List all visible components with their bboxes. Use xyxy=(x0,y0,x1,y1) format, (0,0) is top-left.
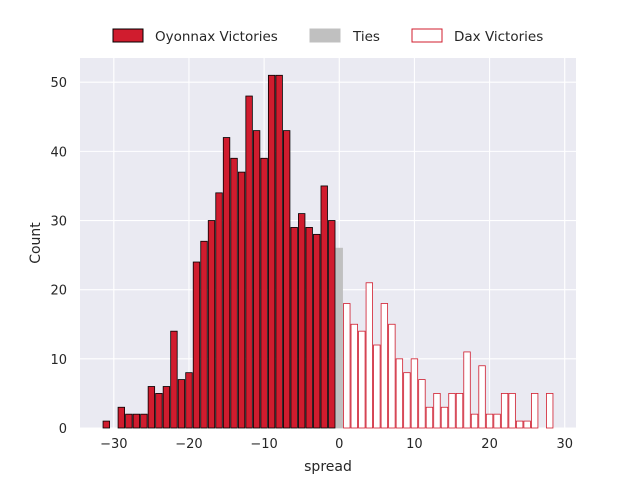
y-tick-label: 10 xyxy=(50,353,67,368)
bar-dax xyxy=(350,323,358,429)
bar-dax xyxy=(448,393,456,429)
bar-oyonnax xyxy=(267,74,276,429)
bar-dax xyxy=(455,393,464,429)
plot-background xyxy=(80,58,576,428)
x-axis-label: spread xyxy=(304,459,352,475)
bar-oyonnax xyxy=(298,213,306,429)
x-tick-label: −10 xyxy=(250,437,277,452)
y-tick-label: 0 xyxy=(59,422,67,437)
bar-dax xyxy=(470,413,479,429)
bar-dax xyxy=(485,413,494,429)
bar-oyonnax xyxy=(237,171,246,429)
bar-dax xyxy=(523,420,531,429)
bar-oyonnax xyxy=(305,227,313,429)
legend-label-oyonnax: Oyonnax Victories xyxy=(155,29,278,45)
y-tick-label: 20 xyxy=(50,284,67,299)
bar-oyonnax xyxy=(207,220,216,429)
y-axis-label: Count xyxy=(28,222,44,264)
legend-swatch-oyonnax xyxy=(112,28,144,43)
x-tick-label: 10 xyxy=(406,437,423,452)
bar-oyonnax xyxy=(275,74,283,429)
bar-oyonnax xyxy=(245,95,253,429)
bar-oyonnax xyxy=(102,420,110,429)
bar-dax xyxy=(433,393,441,429)
bar-oyonnax xyxy=(200,240,208,429)
bar-oyonnax xyxy=(192,261,201,429)
bar-dax xyxy=(500,393,509,429)
bar-oyonnax xyxy=(117,406,125,429)
bar-dax xyxy=(531,393,539,429)
bar-dax xyxy=(388,323,396,429)
y-tick-label: 30 xyxy=(50,215,67,230)
bar-dax xyxy=(478,365,486,429)
bar-dax xyxy=(463,351,471,429)
bar-oyonnax xyxy=(328,220,336,429)
bar-oyonnax xyxy=(147,386,156,429)
bar-oyonnax xyxy=(215,192,223,429)
bars-group xyxy=(102,74,554,429)
x-tick-label: 30 xyxy=(556,437,573,452)
grid-lines xyxy=(80,58,576,429)
bar-dax xyxy=(380,303,389,429)
bar-dax xyxy=(425,406,434,429)
bar-dax xyxy=(410,358,419,429)
bar-dax xyxy=(508,393,516,429)
bar-dax xyxy=(418,379,426,429)
bar-oyonnax xyxy=(132,413,141,429)
bar-dax xyxy=(493,413,501,429)
bar-dax xyxy=(515,420,524,429)
bar-dax xyxy=(403,372,411,429)
bar-dax xyxy=(546,393,554,429)
x-tick-label: −30 xyxy=(100,437,127,452)
y-tick-labels: 0 10 20 30 40 50 xyxy=(50,76,67,437)
bar-oyonnax xyxy=(170,330,178,429)
bar-dax xyxy=(395,358,404,429)
legend-label-dax: Dax Victories xyxy=(454,29,543,45)
x-tick-label: −20 xyxy=(175,437,202,452)
bar-tie xyxy=(335,247,343,429)
bar-oyonnax xyxy=(320,185,328,429)
bar-oyonnax xyxy=(260,157,268,429)
bar-oyonnax xyxy=(252,130,261,429)
legend-swatch-ties xyxy=(309,28,341,43)
x-tick-labels: −30 −20 −10 0 10 20 30 xyxy=(100,437,573,452)
bar-oyonnax xyxy=(125,413,133,429)
bar-oyonnax xyxy=(185,372,193,429)
y-tick-label: 40 xyxy=(50,145,67,160)
bar-oyonnax xyxy=(140,413,148,429)
bar-oyonnax xyxy=(162,386,171,429)
bar-oyonnax xyxy=(155,393,163,429)
x-tick-label: 20 xyxy=(481,437,498,452)
legend-swatch-dax xyxy=(411,28,443,43)
legend-label-ties: Ties xyxy=(352,29,380,45)
bar-oyonnax xyxy=(222,137,231,429)
bar-dax xyxy=(373,344,381,429)
bar-dax xyxy=(440,406,449,429)
bar-oyonnax xyxy=(177,379,186,429)
bar-oyonnax xyxy=(283,130,291,429)
bar-oyonnax xyxy=(313,233,321,429)
bar-dax xyxy=(358,330,366,429)
bar-dax xyxy=(365,282,373,429)
bar-dax xyxy=(343,303,351,429)
bar-oyonnax xyxy=(230,157,238,429)
legend: Oyonnax Victories Ties Dax Victories xyxy=(112,28,543,45)
bar-oyonnax xyxy=(290,227,298,429)
x-tick-label: 0 xyxy=(335,437,343,452)
y-tick-label: 50 xyxy=(50,76,67,91)
